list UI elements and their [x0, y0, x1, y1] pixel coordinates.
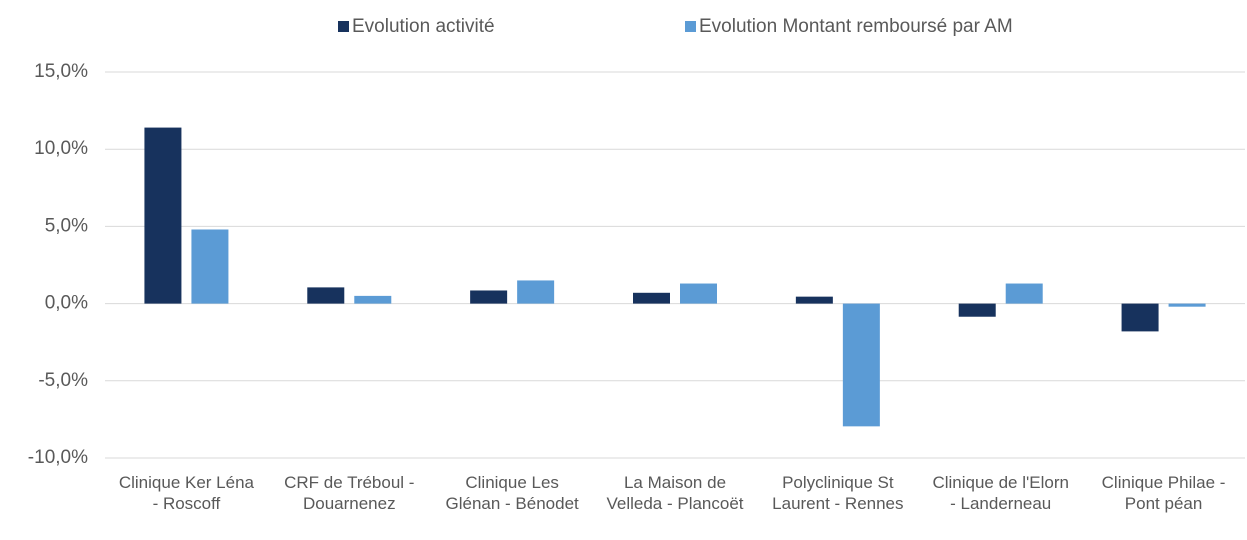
- y-tick-label: 0,0%: [45, 293, 88, 314]
- bar: [354, 295, 392, 304]
- bar: [144, 127, 182, 304]
- x-tick-label: CRF de Tréboul - Douarnenez: [284, 473, 415, 513]
- legend-label: Evolution Montant remboursé par AM: [699, 16, 1013, 37]
- x-tick-label: La Maison de Velleda - Plancoët: [606, 473, 744, 513]
- legend-swatch: [685, 21, 696, 32]
- legend-swatch: [338, 21, 349, 32]
- x-tick-label: Clinique de l'Elorn - Landerneau: [932, 473, 1069, 513]
- bar: [958, 303, 996, 317]
- bar: [307, 287, 345, 304]
- bar: [470, 290, 508, 304]
- bar: [517, 280, 555, 304]
- bar: [842, 303, 880, 427]
- legend-label: Evolution activité: [352, 16, 495, 37]
- x-tick-label: Clinique Ker Léna - Roscoff: [118, 473, 254, 513]
- bar: [1005, 283, 1043, 304]
- bar: [795, 296, 833, 304]
- bar: [1121, 303, 1159, 332]
- x-tick-label: Polyclinique St Laurent - Rennes: [772, 473, 904, 513]
- y-tick-label: -5,0%: [38, 370, 88, 391]
- y-tick-label: -10,0%: [28, 447, 88, 468]
- bar: [633, 292, 670, 304]
- x-tick-label: Clinique Philae - Pont péan: [1101, 473, 1226, 513]
- bar: [191, 229, 229, 304]
- y-tick-label: 10,0%: [34, 138, 88, 159]
- y-tick-label: 15,0%: [34, 61, 88, 82]
- x-tick-label: Clinique Les Glénan - Bénodet: [445, 473, 579, 513]
- bar: [680, 283, 717, 304]
- bar: [1168, 303, 1206, 307]
- y-tick-label: 5,0%: [45, 215, 88, 236]
